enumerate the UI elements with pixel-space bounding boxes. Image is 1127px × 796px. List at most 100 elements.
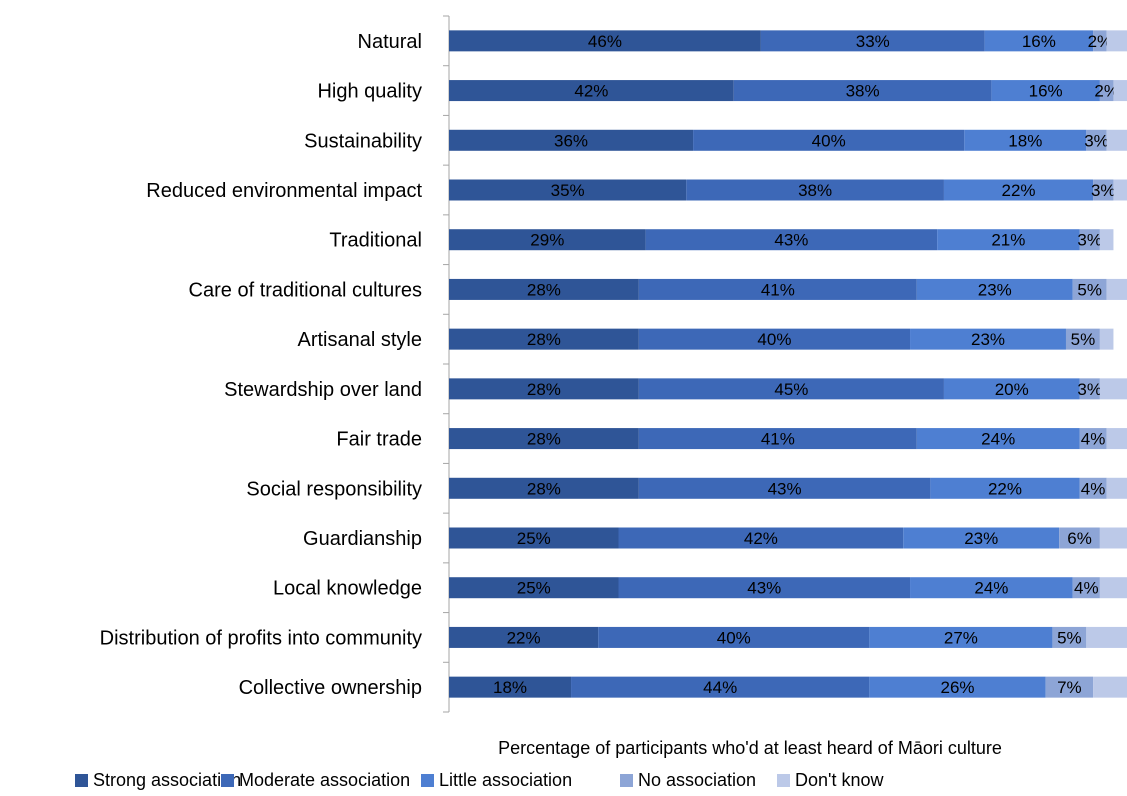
- data-label: 3%: [1091, 181, 1116, 200]
- bar-segment: [930, 477, 1080, 499]
- legend-swatch: [75, 774, 88, 787]
- bar-segment: [638, 378, 944, 400]
- bar-segment: [937, 229, 1080, 251]
- bar-segment: [449, 30, 761, 52]
- bar-segment: [571, 676, 870, 698]
- category-label: Reduced environmental impact: [146, 180, 422, 202]
- bar-segment: [1106, 129, 1127, 151]
- bar-segment: [1093, 676, 1127, 698]
- data-label: 41%: [761, 280, 795, 299]
- data-label: 33%: [856, 32, 890, 51]
- bar-segment: [869, 676, 1046, 698]
- bar-segment: [1099, 328, 1114, 350]
- bar-segment: [910, 577, 1073, 599]
- bar-segment: [449, 328, 639, 350]
- bar-segment: [1093, 179, 1114, 201]
- data-label: 28%: [527, 330, 561, 349]
- bar-segment: [449, 477, 639, 499]
- data-label: 4%: [1074, 579, 1099, 598]
- bar-segment: [449, 527, 619, 549]
- data-label: 28%: [527, 280, 561, 299]
- bar-segment: [1099, 378, 1127, 400]
- category-label: Collective ownership: [239, 677, 422, 699]
- bar-segment: [1106, 30, 1127, 52]
- legend-swatch: [777, 774, 790, 787]
- bar-segment: [449, 428, 639, 450]
- bar-segment: [1099, 577, 1127, 599]
- bar-segment: [449, 626, 599, 648]
- bar-segment: [1079, 229, 1100, 251]
- data-label: 35%: [551, 181, 585, 200]
- data-label: 28%: [527, 380, 561, 399]
- data-label: 3%: [1077, 380, 1102, 399]
- bar-segment: [1072, 577, 1100, 599]
- bar-segment: [984, 30, 1094, 52]
- bar-segment: [449, 577, 619, 599]
- category-label: Social responsibility: [246, 478, 422, 500]
- bar-segment: [1072, 278, 1107, 300]
- data-label: 5%: [1071, 330, 1096, 349]
- bar-segment: [638, 328, 911, 350]
- data-label: 40%: [812, 131, 846, 150]
- data-label: 4%: [1081, 479, 1106, 498]
- bar-segment: [1086, 626, 1127, 648]
- bar-segment: [1086, 129, 1107, 151]
- bar-segment: [1065, 328, 1100, 350]
- bar-segment: [910, 328, 1066, 350]
- category-label: Fair trade: [336, 429, 422, 451]
- data-label: 42%: [744, 529, 778, 548]
- data-label: 24%: [981, 430, 1015, 449]
- data-label: 21%: [991, 231, 1025, 250]
- bar-segment: [638, 477, 931, 499]
- bar-segment: [1079, 428, 1107, 450]
- bar-segment: [618, 577, 911, 599]
- data-label: 43%: [768, 479, 802, 498]
- bar-segment: [645, 229, 938, 251]
- data-label: 26%: [940, 678, 974, 697]
- data-label: 28%: [527, 430, 561, 449]
- bar-segment: [1059, 527, 1100, 549]
- data-label: 18%: [493, 678, 527, 697]
- legend-swatch: [421, 774, 434, 787]
- data-label: 4%: [1081, 430, 1106, 449]
- data-label: 3%: [1077, 231, 1102, 250]
- bar-segment: [449, 80, 734, 102]
- bar-segment: [916, 278, 1073, 300]
- data-label: 22%: [1002, 181, 1036, 200]
- data-label: 38%: [798, 181, 832, 200]
- category-label: Artisanal style: [298, 329, 423, 351]
- category-label: Stewardship over land: [224, 379, 422, 401]
- data-label: 23%: [971, 330, 1005, 349]
- bar-segment: [449, 129, 694, 151]
- bar-segment: [638, 428, 917, 450]
- bar-segment: [693, 129, 965, 151]
- data-label: 38%: [846, 82, 880, 101]
- bar-segment: [760, 30, 985, 52]
- bars-group: 46% 33% 16% 2% 42% 38% 16% 2% 36% 40% 18% 3% 35% 38% 2…: [449, 30, 1127, 698]
- data-label: 5%: [1057, 628, 1082, 647]
- legend-swatch: [620, 774, 633, 787]
- category-label: High quality: [317, 81, 422, 103]
- legend-label: Little association: [439, 770, 572, 790]
- data-label: 23%: [978, 280, 1012, 299]
- data-label: 22%: [507, 628, 541, 647]
- category-labels: Natural High quality Sustainability Reduced…: [100, 31, 423, 699]
- bar-segment: [916, 428, 1080, 450]
- legend-label: Strong association: [93, 770, 241, 790]
- category-label: Local knowledge: [273, 578, 422, 600]
- data-label: 41%: [761, 430, 795, 449]
- bar-segment: [449, 278, 639, 300]
- bar-segment: [1099, 229, 1114, 251]
- data-label: 18%: [1008, 131, 1042, 150]
- data-label: 40%: [717, 628, 751, 647]
- bar-segment: [1052, 626, 1087, 648]
- category-label: Traditional: [329, 230, 422, 252]
- bar-segment: [686, 179, 944, 201]
- data-label: 2%: [1088, 32, 1113, 51]
- bar-segment: [1079, 477, 1107, 499]
- category-label: Care of traditional cultures: [189, 279, 422, 301]
- legend-swatch: [221, 774, 234, 787]
- data-label: 16%: [1029, 82, 1063, 101]
- bar-segment: [943, 378, 1080, 400]
